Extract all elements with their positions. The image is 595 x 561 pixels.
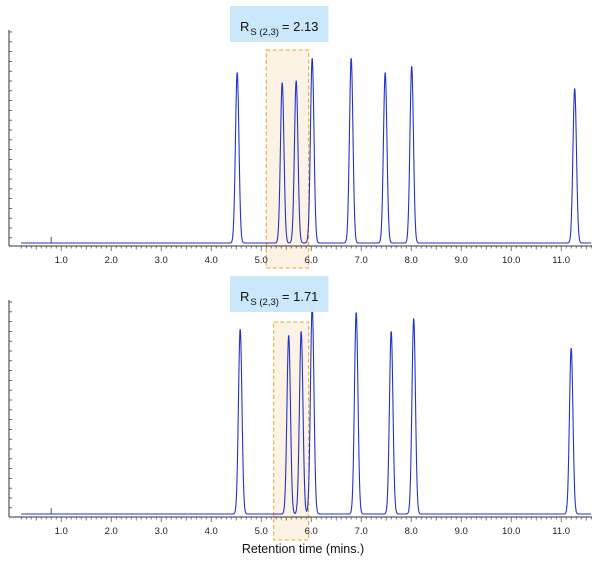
x-tick-label: 3.0 <box>155 526 168 537</box>
resolution-callout: RS (2,3) = 2.13 <box>230 6 329 42</box>
x-tick-label: 10.0 <box>502 255 521 266</box>
resolution-label: RS (2,3) = 1.71 <box>240 289 318 308</box>
x-tick-label: 7.0 <box>355 526 368 537</box>
x-tick-label: 1.0 <box>55 255 68 266</box>
x-tick-label: 2.0 <box>105 255 118 266</box>
resolution-label: RS (2,3) = 2.13 <box>240 19 318 38</box>
x-tick-label: 6.0 <box>305 255 318 266</box>
x-tick-label: 8.0 <box>405 526 418 537</box>
x-tick-label: 6.0 <box>305 526 318 537</box>
resolution-callout-bg <box>230 276 329 312</box>
x-tick-label: 4.0 <box>205 255 218 266</box>
chromatogram-trace <box>21 306 592 515</box>
chromatogram-panel-2: 1.0 2.0 3.0 4.0 5.0 6.0 7.0 8.0 9.0 10.0 11.0 RS (2… <box>8 276 592 541</box>
resolution-callout: RS (2,3) = 1.71 <box>230 276 329 312</box>
x-tick-label: 9.0 <box>455 255 468 266</box>
x-tick-label: 10.0 <box>502 526 521 537</box>
x-tick-label: 4.0 <box>205 526 218 537</box>
chromatogram-panel-1: 1.0 2.0 3.0 4.0 5.0 6.0 7.0 8.0 9.0 10.0 11.0 RS (2… <box>8 6 592 269</box>
x-tick-label: 1.0 <box>55 526 68 537</box>
x-tick-label: 5.0 <box>255 526 268 537</box>
resolution-callout-bg <box>230 6 329 42</box>
x-axis-label: Retention time (mins.) <box>242 542 364 556</box>
x-tick-label: 11.0 <box>552 255 570 266</box>
x-tick-label: 7.0 <box>355 255 368 266</box>
chromatogram-trace <box>21 58 592 244</box>
x-tick-label: 5.0 <box>255 255 268 266</box>
x-tick-label: 3.0 <box>155 255 168 266</box>
highlight-box <box>265 49 310 269</box>
x-tick-label: 8.0 <box>405 255 418 266</box>
x-tick-label: 11.0 <box>552 526 570 537</box>
x-tick-label: 9.0 <box>455 526 468 537</box>
x-tick-label: 2.0 <box>105 526 118 537</box>
